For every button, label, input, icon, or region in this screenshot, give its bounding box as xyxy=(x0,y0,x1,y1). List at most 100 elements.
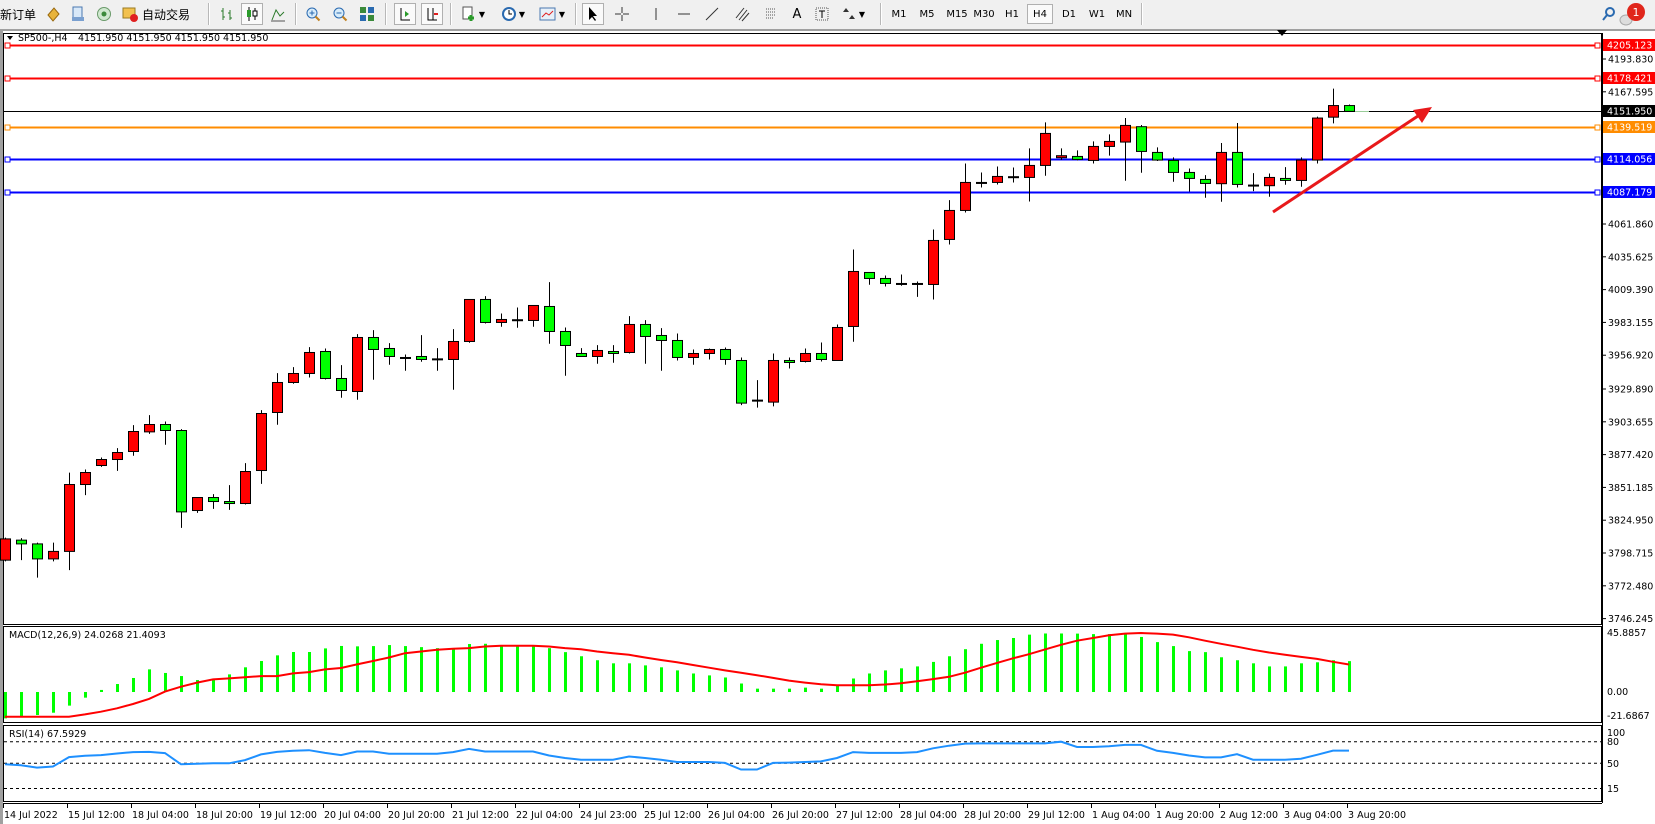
arrow-head-icon[interactable] xyxy=(1413,107,1432,123)
time-tick-label: 28 Jul 20:00 xyxy=(964,810,1021,821)
candle-body xyxy=(352,336,363,392)
price-tick-label: 3877.420 xyxy=(1608,450,1653,461)
candle-body xyxy=(944,209,955,240)
periods-button[interactable]: ▼ xyxy=(498,3,528,25)
level-price-label-bg xyxy=(1603,121,1655,133)
new-order-button[interactable]: 新订单 xyxy=(0,3,36,25)
market-watch-icon[interactable] xyxy=(42,3,64,25)
trendline-icon[interactable] xyxy=(701,3,723,25)
candle xyxy=(1296,157,1307,187)
price-tick-label: 3929.890 xyxy=(1608,385,1653,396)
macd-histogram-bar xyxy=(1316,662,1319,692)
macd-histogram-bar xyxy=(932,661,935,692)
candle-body xyxy=(32,543,43,560)
candle-doji xyxy=(912,282,923,285)
shapes-button[interactable]: ▼ xyxy=(838,3,868,25)
candle xyxy=(512,307,523,328)
macd-histogram-bar xyxy=(148,669,151,692)
timeframe-m15[interactable]: M15 xyxy=(946,8,968,20)
candle xyxy=(1072,150,1083,161)
macd-histogram-bar xyxy=(708,675,711,692)
timeframe-d1[interactable]: D1 xyxy=(1061,8,1077,20)
notification-badge[interactable]: 1 xyxy=(1627,3,1645,21)
level-handle-right[interactable] xyxy=(1594,42,1601,49)
candle xyxy=(1136,125,1147,173)
tile-windows-icon[interactable] xyxy=(356,3,378,25)
level-price-label-bg xyxy=(1603,186,1655,198)
timeframe-h4[interactable]: H4 xyxy=(1027,4,1053,24)
chart-shift-icon[interactable] xyxy=(421,3,443,25)
macd-histogram-bar xyxy=(100,689,103,692)
price-tick-label: 4193.830 xyxy=(1608,55,1653,66)
level-price-label-bg xyxy=(1603,39,1655,51)
level-handle-left[interactable] xyxy=(4,75,11,82)
macd-histogram-bar xyxy=(36,692,39,716)
timeframe-m1[interactable]: M1 xyxy=(891,8,907,20)
candle-body xyxy=(0,538,11,561)
candlestick-icon[interactable] xyxy=(241,3,263,25)
indicators-button[interactable]: ▼ xyxy=(458,3,488,25)
signals-icon[interactable] xyxy=(93,3,115,25)
timeframe-h1[interactable]: H1 xyxy=(1005,8,1019,20)
text-label-icon[interactable] xyxy=(811,3,833,25)
macd-histogram-bar xyxy=(116,684,119,692)
candle xyxy=(768,353,779,407)
price-tick-label: 3798.715 xyxy=(1608,549,1653,560)
cursor-icon[interactable] xyxy=(582,3,604,25)
candle-body xyxy=(1280,177,1291,181)
candle xyxy=(1152,147,1163,162)
text-icon[interactable]: A xyxy=(792,6,802,22)
level-handle-left[interactable] xyxy=(4,124,11,131)
candle xyxy=(112,448,123,471)
equidistant-channel-icon[interactable] xyxy=(731,3,753,25)
macd-histogram-bar xyxy=(596,660,599,692)
level-handle-left[interactable] xyxy=(4,42,11,49)
auto-trading-button[interactable]: 自动交易 xyxy=(120,3,200,25)
zoom-in-icon[interactable] xyxy=(302,3,324,25)
templates-button[interactable]: ▼ xyxy=(537,3,567,25)
bar-chart-icon[interactable] xyxy=(216,3,238,25)
horizontal-line-icon[interactable] xyxy=(673,3,695,25)
trend-arrow[interactable] xyxy=(1272,107,1432,214)
candle xyxy=(880,275,891,287)
candle xyxy=(80,469,91,496)
collapse-triangle-icon[interactable] xyxy=(7,36,13,40)
time-tick-label: 22 Jul 04:00 xyxy=(516,810,573,821)
timeframe-m30[interactable]: M30 xyxy=(973,8,995,20)
search-icon[interactable] xyxy=(1598,3,1620,25)
level-handle-left[interactable] xyxy=(4,189,11,196)
macd-histogram-bar xyxy=(484,643,487,692)
level-handle-right[interactable] xyxy=(1594,75,1601,82)
vertical-line-icon[interactable] xyxy=(645,3,667,25)
rsi-line xyxy=(4,740,1349,771)
macd-histogram-bar xyxy=(868,673,871,692)
candle xyxy=(368,330,379,380)
macd-histogram-bar xyxy=(724,677,727,692)
line-chart-icon[interactable] xyxy=(267,3,289,25)
candle xyxy=(1248,173,1259,192)
timeframe-mn[interactable]: MN xyxy=(1115,8,1133,20)
macd-histogram-bar xyxy=(1204,652,1207,692)
macd-histogram-bar xyxy=(964,649,967,692)
level-handle-right[interactable] xyxy=(1594,124,1601,131)
macd-histogram-bar xyxy=(1332,660,1335,692)
macd-histogram-bar xyxy=(1076,633,1079,692)
fibonacci-icon[interactable] xyxy=(761,3,783,25)
time-tick-label: 1 Aug 20:00 xyxy=(1156,810,1214,821)
price-tick-label: 4009.390 xyxy=(1608,285,1653,296)
arrow-shaft[interactable] xyxy=(1272,110,1425,214)
level-handle-right[interactable] xyxy=(1594,189,1601,196)
time-tick-label: 26 Jul 20:00 xyxy=(772,810,829,821)
navigator-icon[interactable] xyxy=(67,3,89,25)
macd-histogram-bar xyxy=(292,652,295,692)
level-handle-left[interactable] xyxy=(4,156,11,163)
candle-body xyxy=(816,352,827,360)
timeframe-m5[interactable]: M5 xyxy=(919,8,935,20)
chart-shift-marker-icon[interactable] xyxy=(1277,30,1287,36)
level-handle-right[interactable] xyxy=(1594,156,1601,163)
crosshair-icon[interactable] xyxy=(611,3,633,25)
timeframe-w1[interactable]: W1 xyxy=(1088,8,1106,20)
zoom-out-icon[interactable] xyxy=(329,3,351,25)
auto-scroll-icon[interactable] xyxy=(394,3,416,25)
